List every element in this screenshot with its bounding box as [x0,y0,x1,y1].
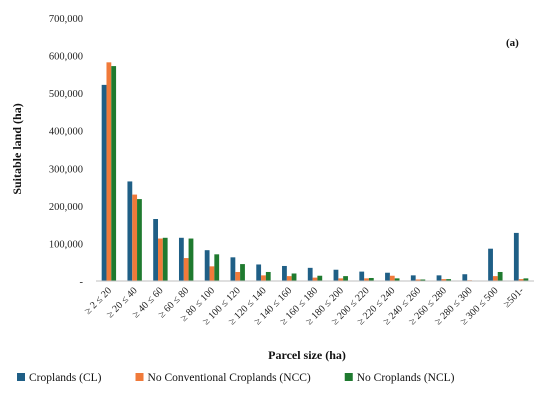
y-tick-label: 200,000 [49,202,83,213]
legend-swatch [17,373,25,381]
y-axis-title: Suitable land (ha) [10,103,24,194]
legend: Croplands (CL) No Conventional Croplands … [17,372,455,384]
bar [492,276,498,281]
legend-swatch [135,373,144,381]
bar [188,238,194,281]
bar [106,62,112,281]
bar [436,275,442,281]
bar [214,254,220,281]
y-tick-label: 100,000 [49,239,83,250]
legend-label: No Conventional Croplands (NCC) [148,372,311,384]
bar [338,278,344,281]
bar [127,181,133,281]
bar [389,275,395,281]
bar [394,278,400,281]
bar [441,279,447,281]
bar [132,194,138,281]
bar [183,258,189,281]
bar [307,267,313,281]
y-axis-ticks: - 100,000 200,000 300,000 400,000 500,000 600,… [49,14,84,288]
bar [158,238,163,281]
x-axis-title: Parcel size (ha) [268,348,346,362]
bar [488,248,493,281]
bar [111,66,117,281]
y-tick-label: 700,000 [49,14,83,25]
bar [137,199,142,281]
bar [420,279,426,281]
bar [282,265,287,281]
bar [235,271,241,281]
bar [256,264,262,281]
bars [101,62,529,281]
x-tick-label: ≥501- [502,285,527,310]
bar [518,279,524,281]
bar [343,276,348,281]
bar [265,271,271,281]
bar [359,271,365,281]
bar [261,275,266,281]
bar [230,257,236,281]
y-tick-label: 600,000 [49,52,83,63]
bar [385,272,390,281]
legend-label: Croplands (CL) [29,372,102,384]
bar [462,274,468,281]
y-tick-label: 400,000 [49,127,83,138]
bar [446,279,452,281]
bar [209,266,215,281]
bar [317,275,323,281]
panel-label: (a) [506,37,519,49]
bar [204,250,210,281]
bar [333,269,339,281]
bar [415,279,421,281]
bar [162,237,168,281]
bar [368,277,374,281]
bar [410,275,416,281]
bar [513,232,519,281]
x-axis-ticks: ≥ 2 ≤ 20≥ 20 ≤ 40≥ 40 ≤ 60≥ 60 ≤ 80≥ 80 … [83,285,527,327]
bar [497,271,503,281]
bar [240,264,245,281]
bar [153,219,159,281]
y-tick-label: 300,000 [49,164,83,175]
bar [291,273,297,281]
y-tick-label: 500,000 [49,89,83,100]
bar [312,277,318,281]
bar [178,237,184,281]
y-tick-label: - [80,277,84,288]
bar [523,278,529,281]
bar [286,276,292,281]
legend-swatch [344,373,353,381]
bar [364,278,369,281]
legend-label: No Croplands (NCL) [357,372,455,384]
bar [101,84,107,281]
